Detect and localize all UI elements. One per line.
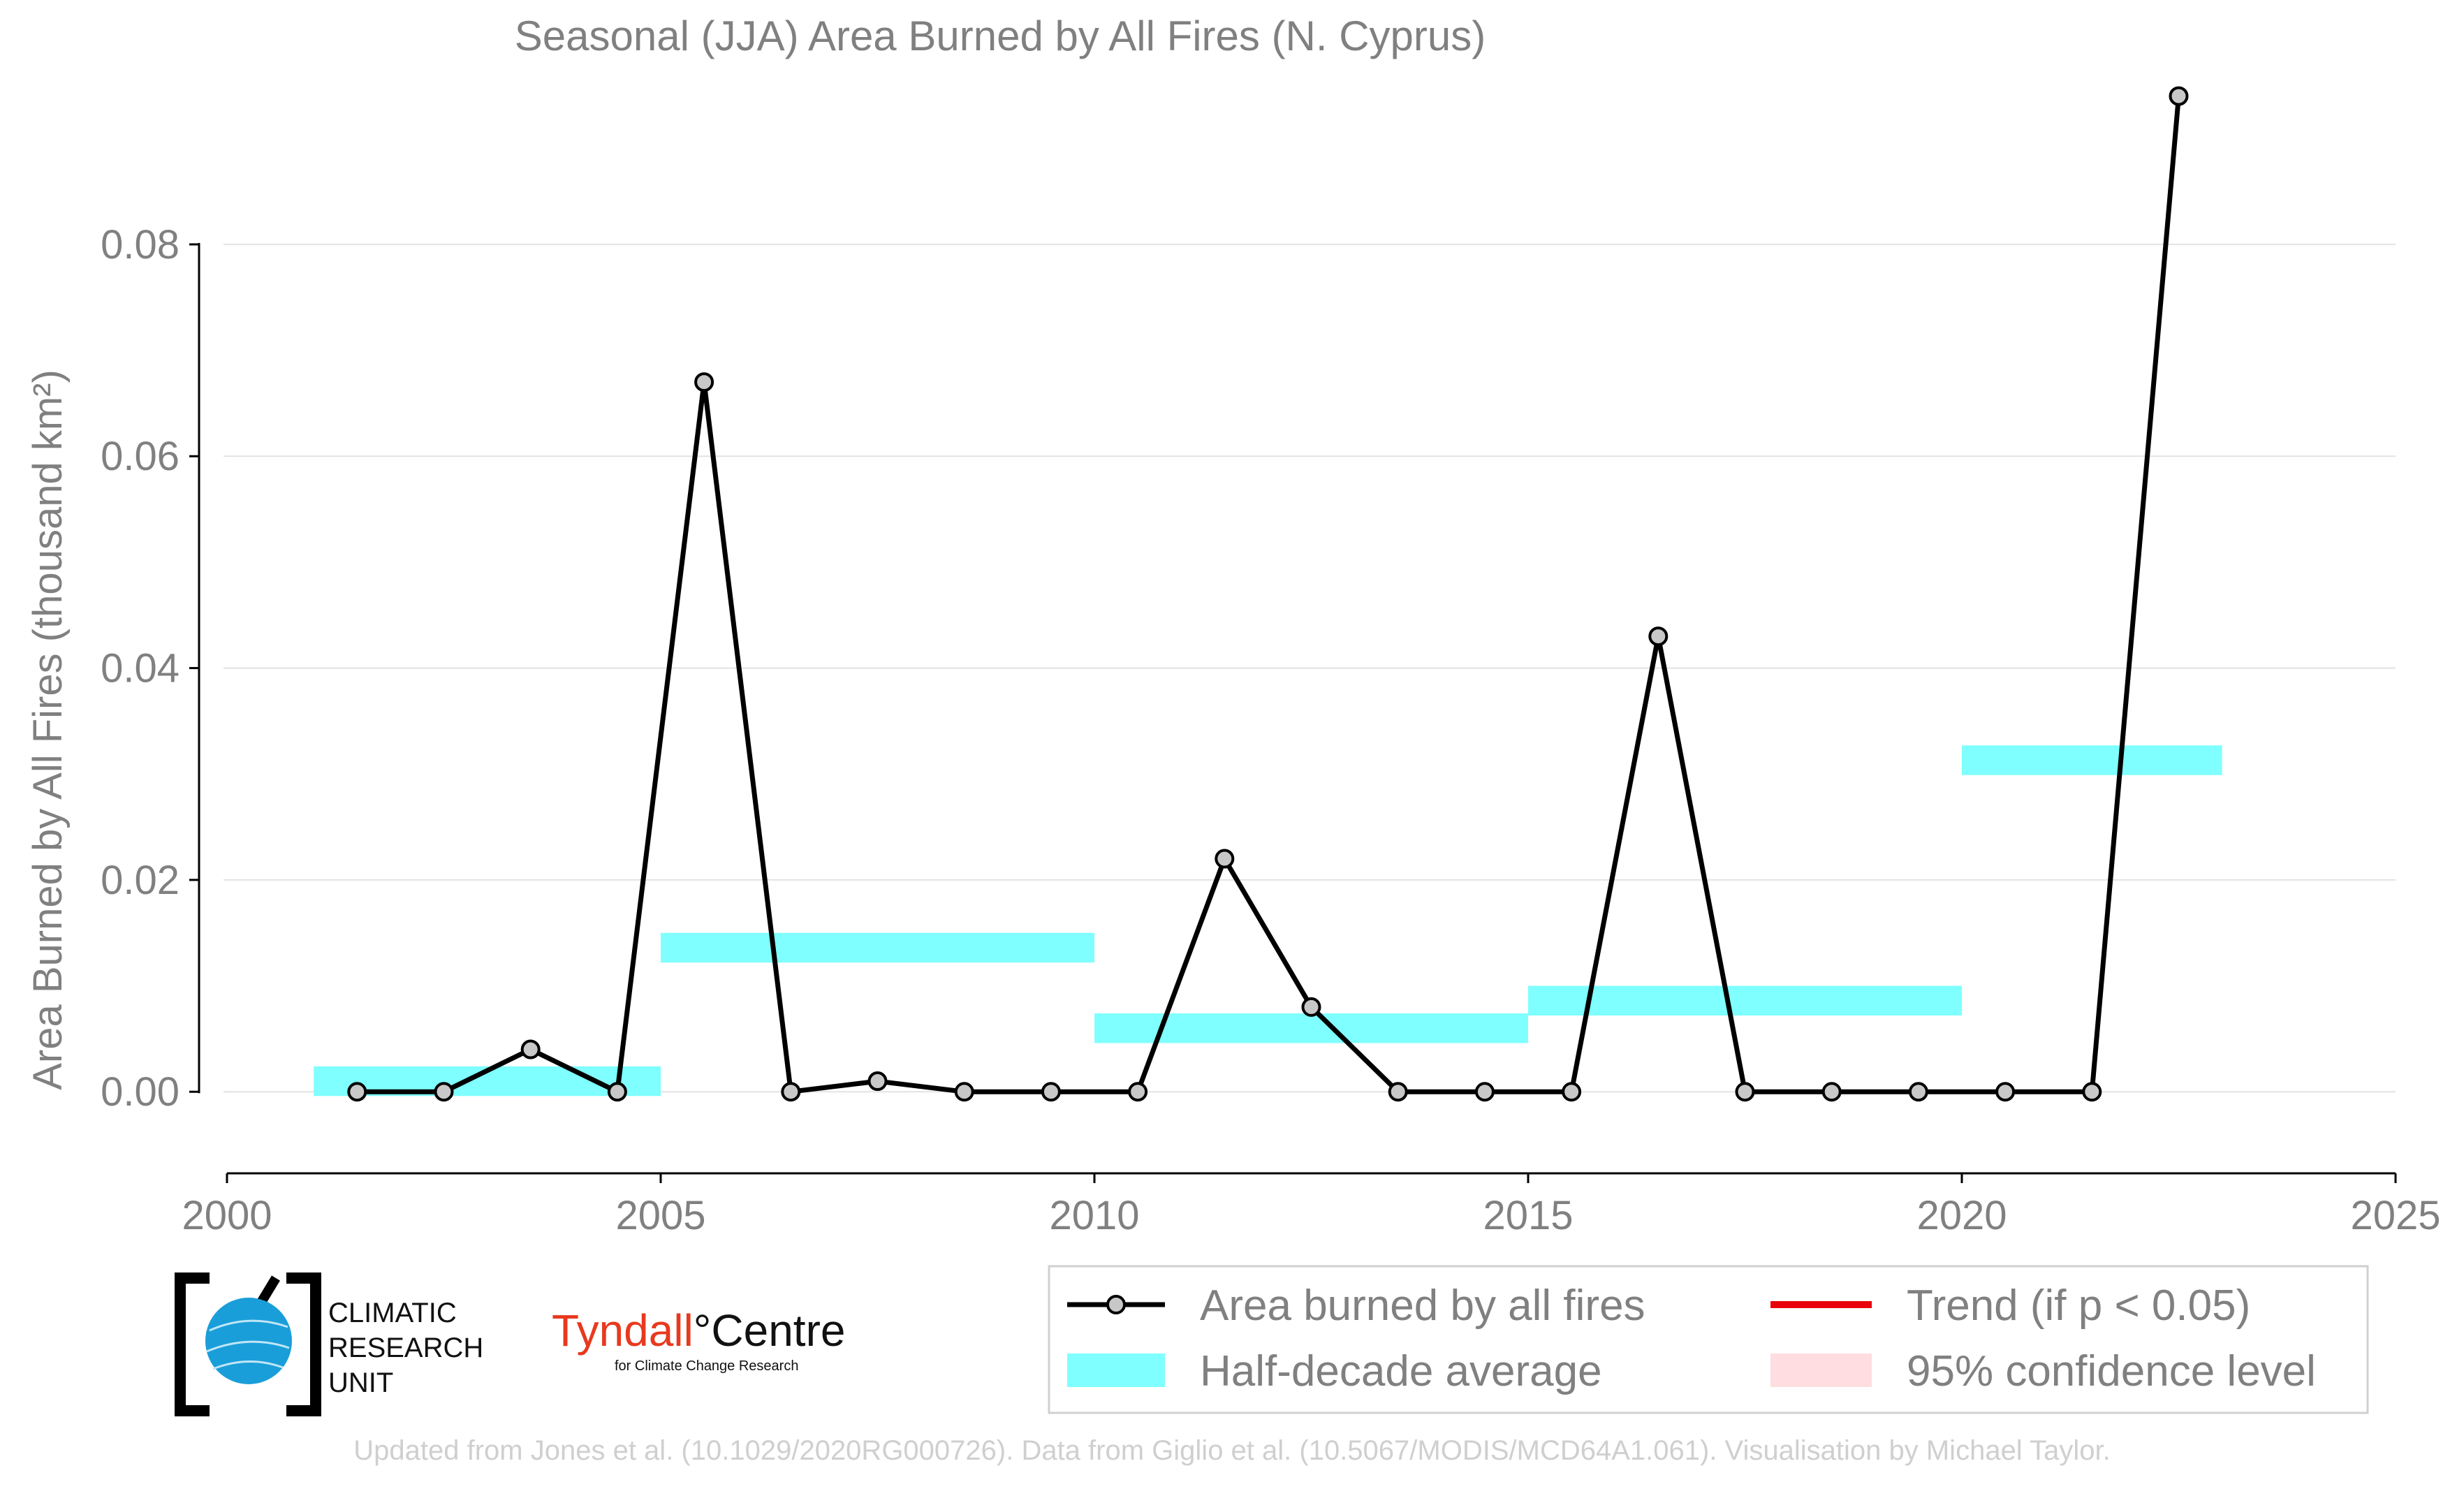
y-tick-label-2: 0.04 xyxy=(101,646,179,691)
band-1 xyxy=(661,932,1094,963)
y-tick-label-0: 0.00 xyxy=(101,1069,179,1115)
legend-marker-0 xyxy=(1106,1295,1126,1314)
data-point xyxy=(1562,1082,1582,1102)
band-3 xyxy=(1528,985,1962,1016)
cru-logo xyxy=(175,1272,321,1416)
data-point xyxy=(347,1082,367,1102)
data-point xyxy=(1388,1082,1408,1102)
data-point xyxy=(1908,1082,1928,1102)
legend-label-2: Half-decade average xyxy=(1200,1347,1602,1395)
data-point xyxy=(781,1082,801,1102)
data-point xyxy=(1821,1082,1842,1102)
data-point xyxy=(1648,626,1669,647)
x-tick-label-0: 2000 xyxy=(182,1193,272,1238)
data-point xyxy=(434,1082,454,1102)
x-tick-label-1: 2005 xyxy=(615,1193,705,1238)
legend-swatch-3 xyxy=(1770,1354,1872,1387)
x-tick-label-5: 2025 xyxy=(2350,1193,2440,1238)
x-tick-label-2: 2010 xyxy=(1049,1193,1139,1238)
data-point xyxy=(1041,1082,1061,1102)
y-tick-label-3: 0.06 xyxy=(101,434,179,479)
y-tick-label-1: 0.02 xyxy=(101,858,179,903)
x-tick-label-3: 2015 xyxy=(1483,1193,1573,1238)
x-tick-label-4: 2020 xyxy=(1916,1193,2007,1238)
data-point xyxy=(2169,86,2189,106)
data-point xyxy=(520,1039,541,1059)
data-point xyxy=(1128,1082,1148,1102)
series-line xyxy=(357,96,2181,1094)
chart-title: Seasonal (JJA) Area Burned by All Fires … xyxy=(515,13,1486,59)
data-point xyxy=(607,1082,627,1102)
y-tick-label-4: 0.08 xyxy=(101,222,179,267)
data-point xyxy=(1301,997,1321,1017)
data-point xyxy=(694,372,714,393)
grid-lines xyxy=(223,243,2396,1093)
data-point xyxy=(1735,1082,1755,1102)
half-decade-bands xyxy=(314,745,2222,1096)
band-4 xyxy=(1962,745,2222,775)
footer-credits: Updated from Jones et al. (10.1029/2020R… xyxy=(353,1435,2111,1466)
data-point xyxy=(867,1071,888,1092)
axes: 0.00 0.02 0.04 0.06 0.08 2000 2005 2010 2015 2020… xyxy=(101,222,2440,1238)
area-burned-series xyxy=(347,86,2189,1102)
data-point xyxy=(954,1082,974,1102)
data-point xyxy=(1995,1082,2016,1102)
data-point xyxy=(2082,1082,2102,1102)
legend-label-1: Trend (if p < 0.05) xyxy=(1907,1282,2250,1330)
legend-label-3: 95% confidence level xyxy=(1907,1347,2316,1395)
legend: Area burned by all fires Trend (if p < 0.… xyxy=(1048,1265,2369,1414)
legend-box xyxy=(1048,1265,2369,1414)
data-point xyxy=(1474,1082,1495,1102)
legend-label-0: Area burned by all fires xyxy=(1200,1282,1645,1330)
data-point xyxy=(1215,849,1235,869)
legend-swatch-2 xyxy=(1067,1354,1165,1387)
y-axis-label: Area Burned by All Fires (thousand km²) xyxy=(25,369,71,1090)
